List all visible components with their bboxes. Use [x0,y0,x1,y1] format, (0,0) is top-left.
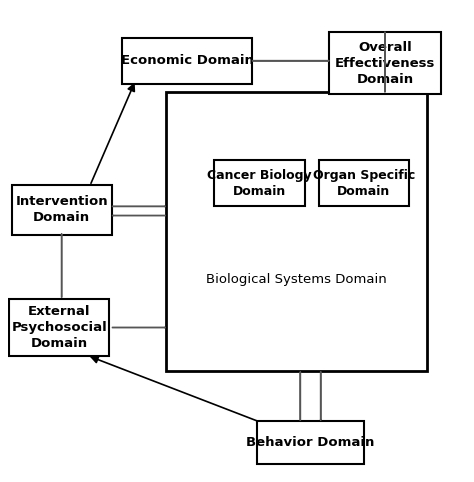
FancyBboxPatch shape [166,92,427,371]
FancyBboxPatch shape [319,161,410,206]
FancyBboxPatch shape [329,32,441,94]
Text: Cancer Biology
Domain: Cancer Biology Domain [207,169,311,198]
Text: Organ Specific
Domain: Organ Specific Domain [313,169,415,198]
Text: External
Psychosocial
Domain: External Psychosocial Domain [11,305,107,350]
Text: Economic Domain: Economic Domain [121,54,254,67]
FancyBboxPatch shape [122,38,252,83]
FancyBboxPatch shape [9,299,109,356]
Text: Biological Systems Domain: Biological Systems Domain [206,273,387,286]
Text: Overall
Effectiveness
Domain: Overall Effectiveness Domain [335,40,435,86]
Text: Behavior Domain: Behavior Domain [246,436,374,449]
FancyBboxPatch shape [257,421,364,465]
FancyBboxPatch shape [12,185,112,235]
Text: Intervention
Domain: Intervention Domain [15,195,108,224]
FancyBboxPatch shape [214,161,305,206]
